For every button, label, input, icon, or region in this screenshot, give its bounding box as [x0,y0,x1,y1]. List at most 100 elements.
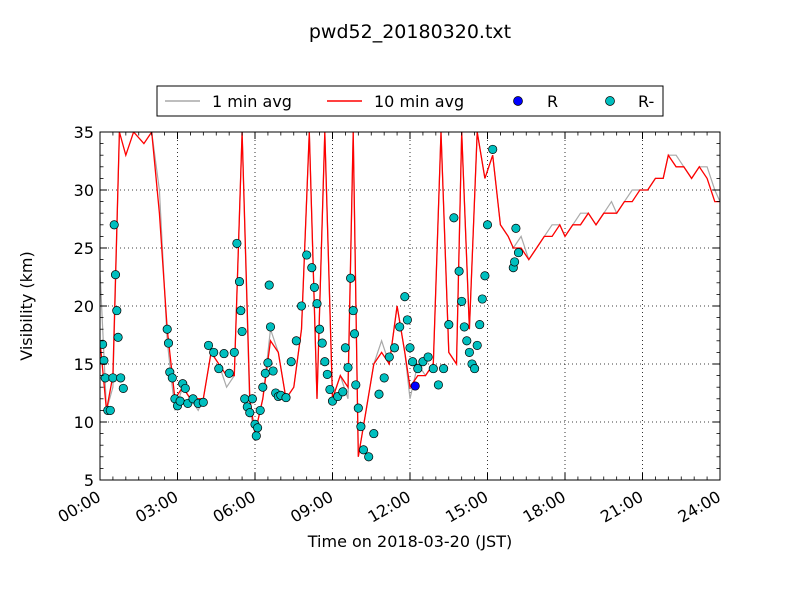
y-tick-label: 10 [74,413,94,432]
series-point-R-minus [307,263,317,273]
series-point-R-minus [251,431,261,441]
series-point-R-minus [175,396,185,406]
series-point-R-minus [428,364,438,374]
x-tick-label: 15:00 [442,487,491,527]
series-point-R-minus [402,315,412,325]
series-point-R-minus [482,220,493,230]
series-point-R-minus [229,347,239,357]
x-tick-label: 09:00 [287,487,336,527]
series-point-R-minus [260,368,270,378]
series-point-R [410,381,420,391]
series-point-R-minus [353,403,363,413]
series-point-R-minus [510,257,520,267]
series-point-R-minus [264,280,274,290]
series-point-R-minus [162,324,172,334]
legend-label-R-minus: R- [638,92,654,111]
series-point-R-minus [423,352,433,362]
series-point-R-minus [395,322,405,332]
series-point-R-minus [263,358,273,368]
tick-labels: 00:00 03:00 06:00 09:00 12:00 15:00 18:00 21:00… [55,123,724,527]
y-tick-label: 30 [74,181,94,200]
series-point-R-minus [389,343,400,353]
series-layer [100,132,720,462]
grid [100,132,720,480]
x-axis-title: Time on 2018-03-20 (JST) [307,532,512,551]
x-tick-label: 00:00 [55,487,104,527]
series-point-R-minus [109,220,119,230]
series-point-R-minus [457,296,467,306]
series-point-R-minus [454,266,464,276]
series-point-R-minus [253,423,263,433]
series-point-R-minus [100,355,109,366]
series-point-R-minus [302,250,312,260]
series-point-R-minus [349,329,360,339]
x-tick-label: 21:00 [597,487,646,527]
series-point-R-minus [351,380,361,390]
series-point-R-minus [100,373,110,383]
series-point-R-minus [234,277,245,287]
series-point-R-minus [198,397,208,407]
series-point-R-minus [209,347,219,357]
ticks [99,131,721,481]
series-point-R-minus [180,383,190,393]
series-point-R-minus [364,452,374,462]
series-point-R-minus [237,326,247,337]
series-point-R-minus [309,282,319,292]
series-point-R-minus [163,338,174,348]
series-point-R-minus [240,394,250,404]
y-axis-title: Visibility (km) [17,251,36,360]
x-tick-label: 12:00 [365,487,414,527]
series-point-R-minus [203,340,214,350]
x-tick-label: 06:00 [210,487,259,527]
series-point-R-minus [462,336,472,346]
x-tick-label: 24:00 [675,487,724,527]
series-point-R-minus [113,332,123,342]
series-point-R-minus [477,294,487,304]
series-point-R-minus [100,339,108,349]
series-point-R-minus [112,306,122,316]
legend-label-1min: 1 min avg [212,92,292,111]
series-point-R-minus [459,322,469,332]
series-point-R-minus [470,364,480,374]
series-point-R-minus [379,373,389,383]
series-point-R-minus [511,223,521,233]
plot-area [100,132,720,462]
series-point-R-minus [488,144,498,154]
series-point-R-minus [214,364,224,374]
series-point-R-minus [444,320,454,330]
legend-marker-R [513,96,523,106]
legend: 1 min avg 10 min avg R R- [156,85,664,117]
series-point-R-minus [413,364,423,374]
legend-box [156,85,664,117]
series-point-R-minus [296,301,307,311]
series-point-R-minus [374,389,384,399]
y-tick-label: 15 [74,355,94,374]
series-point-R-minus [433,380,443,390]
x-tick-label: 03:00 [132,487,181,527]
series-point-R-minus [322,369,332,379]
series-point-R-minus [245,408,255,418]
series-point-R-minus [108,373,118,383]
series-point-R-minus [232,238,242,248]
legend-marker-R-minus [605,96,615,106]
series-point-R-minus [449,213,459,223]
series-point-R-minus [281,393,291,403]
series-point-R-minus [258,382,268,392]
series-point-R-minus [116,373,126,383]
series-point-R-minus [408,357,418,367]
series-point-R-minus [224,368,234,378]
chart-title: pwd52_20180320.txt [309,21,511,43]
series-point-R-minus [118,383,128,393]
series-point-R-minus [346,273,356,283]
series-point-R-minus [247,394,257,404]
series-point-R-minus [343,362,353,373]
series-point-R-minus [400,292,410,302]
series-point-R-minus [320,357,330,367]
x-tick-label: 18:00 [520,487,569,527]
series-point-R-minus [348,306,358,316]
legend-label-10min: 10 min avg [374,92,464,111]
series-point-R-minus [268,366,278,376]
series-point-R-minus [265,322,276,332]
series-point-R-minus [312,299,322,309]
